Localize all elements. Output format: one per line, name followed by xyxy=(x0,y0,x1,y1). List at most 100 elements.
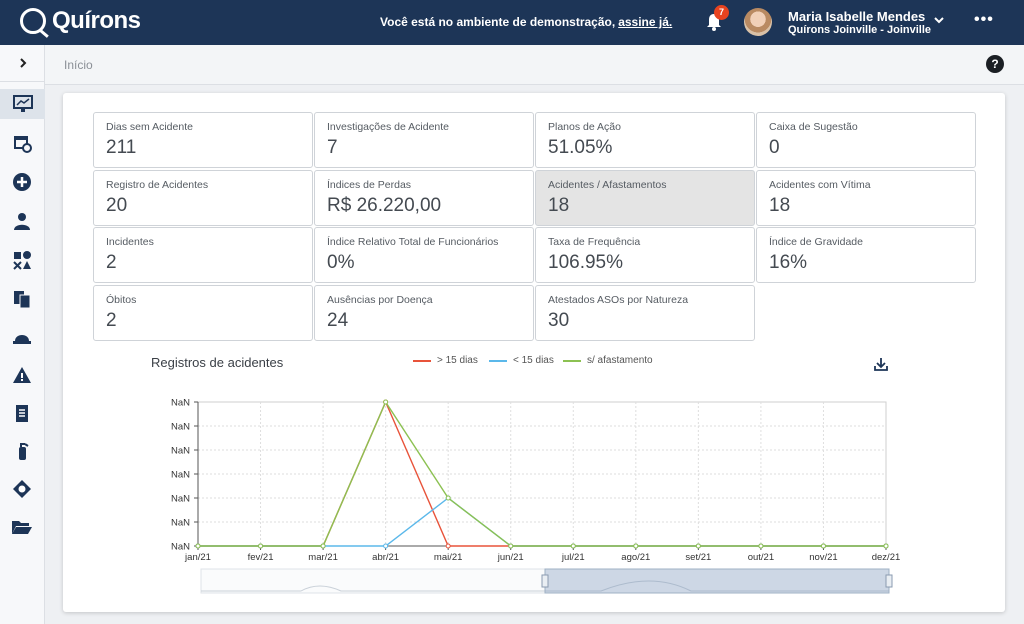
tile-taxa-de-frequencia[interactable]: Taxa de Frequência 106.95% xyxy=(535,227,755,283)
tile-atestados-asos[interactable]: Atestados ASOs por Natureza 30 xyxy=(535,285,755,341)
x-tick-label: jan/21 xyxy=(184,552,211,563)
tile-label: Índices de Perdas xyxy=(327,179,412,191)
x-tick-label: dez/21 xyxy=(872,552,901,563)
data-point[interactable] xyxy=(508,543,514,549)
tile-value: 2 xyxy=(106,252,117,273)
chevron-down-icon[interactable] xyxy=(932,13,946,27)
sidebar-item-warning[interactable] xyxy=(10,363,34,387)
y-tick-label: NaN xyxy=(171,542,190,553)
tile-indice-de-gravidade[interactable]: Índice de Gravidade 16% xyxy=(756,227,976,283)
tile-label: Óbitos xyxy=(106,294,137,306)
tile-acidentes-afastamentos[interactable]: Acidentes / Afastamentos 18 xyxy=(535,170,755,226)
tile-acidentes-com-vitima[interactable]: Acidentes com Vítima 18 xyxy=(756,170,976,226)
tile-value: 2 xyxy=(106,310,117,331)
tile-value: R$ 26.220,00 xyxy=(327,195,442,216)
sidebar-item-helmet[interactable] xyxy=(10,325,34,349)
tile-label: Ausências por Doença xyxy=(327,294,433,306)
tile-dias-sem-acidente[interactable]: Dias sem Acidente 211 xyxy=(93,112,313,168)
data-point[interactable] xyxy=(633,543,639,549)
warning-icon xyxy=(13,367,31,383)
data-point[interactable] xyxy=(383,543,389,549)
data-point[interactable] xyxy=(195,543,201,549)
data-point[interactable] xyxy=(883,543,889,549)
tile-label: Atestados ASOs por Natureza xyxy=(548,294,689,306)
sidebar-item-worker[interactable] xyxy=(10,477,34,501)
sidebar-item-dashboard[interactable] xyxy=(0,89,45,119)
tile-investigacoes[interactable]: Investigações de Acidente 7 xyxy=(314,112,534,168)
tile-label: Planos de Ação xyxy=(548,121,621,133)
clipboard-icon xyxy=(16,405,28,422)
data-point[interactable] xyxy=(445,543,451,549)
series-line xyxy=(198,400,886,547)
legend-swatch xyxy=(563,359,581,362)
sidebar-item-clipboard[interactable] xyxy=(10,401,34,425)
x-tick-label: abr/21 xyxy=(372,552,399,563)
sidebar-item-add[interactable] xyxy=(10,170,34,194)
x-tick-label: out/21 xyxy=(748,552,774,563)
help-icon[interactable]: ? xyxy=(986,55,1004,73)
sidebar-item-documents[interactable] xyxy=(10,287,34,311)
user-name[interactable]: Maria Isabelle Mendes xyxy=(788,9,926,24)
legend-swatch xyxy=(413,359,431,362)
legend-item-green[interactable]: s/ afastamento xyxy=(563,355,653,366)
legend-swatch xyxy=(489,359,507,362)
data-point[interactable] xyxy=(570,543,576,549)
zoom-handle[interactable] xyxy=(541,574,549,588)
tile-incidentes[interactable]: Incidentes 2 xyxy=(93,227,313,283)
data-point[interactable] xyxy=(758,543,764,549)
tile-value: 51.05% xyxy=(548,137,613,158)
legend-label: s/ afastamento xyxy=(587,355,653,366)
shapes-icon xyxy=(13,251,31,270)
tile-value: 20 xyxy=(106,195,128,216)
data-point[interactable] xyxy=(258,543,264,549)
worker-icon xyxy=(13,480,31,498)
tile-registro-de-acidentes[interactable]: Registro de Acidentes 20 xyxy=(93,170,313,226)
zoom-handle[interactable] xyxy=(885,574,893,588)
data-point[interactable] xyxy=(820,543,826,549)
avatar[interactable] xyxy=(744,8,772,36)
subscribe-link[interactable]: assine já. xyxy=(618,15,673,29)
tile-value: 0% xyxy=(327,252,355,273)
tile-obitos[interactable]: Óbitos 2 xyxy=(93,285,313,341)
calendar-clock-icon xyxy=(14,136,32,153)
tile-ausencias-por-doenca[interactable]: Ausências por Doença 24 xyxy=(314,285,534,341)
sidebar-item-shapes[interactable] xyxy=(10,248,34,272)
tile-indice-relativo[interactable]: Índice Relativo Total de Funcionários 0% xyxy=(314,227,534,283)
x-tick-label: jul/21 xyxy=(561,552,585,563)
sidebar-item-extinguisher[interactable] xyxy=(10,439,34,463)
legend-item-red[interactable]: > 15 dias xyxy=(413,355,478,366)
legend-item-blue[interactable]: < 15 dias xyxy=(489,355,554,366)
tile-label: Caixa de Sugestão xyxy=(769,121,858,133)
tile-indices-de-perdas[interactable]: Índices de Perdas R$ 26.220,00 xyxy=(314,170,534,226)
plus-circle-icon xyxy=(13,173,31,191)
tile-label: Investigações de Acidente xyxy=(327,121,450,133)
people-icon xyxy=(14,213,30,230)
dashboard-icon xyxy=(12,95,33,112)
app-logo[interactable]: Quírons xyxy=(20,7,141,35)
tile-planos-de-acao[interactable]: Planos de Ação 51.05% xyxy=(535,112,755,168)
top-bar: Quírons Você está no ambiente de demonst… xyxy=(0,0,1024,45)
zoom-window[interactable] xyxy=(544,568,890,594)
legend-label: > 15 dias xyxy=(437,355,478,366)
tile-caixa-de-sugestao[interactable]: Caixa de Sugestão 0 xyxy=(756,112,976,168)
sidebar-item-people[interactable] xyxy=(10,209,34,233)
sidebar-item-calendar[interactable] xyxy=(10,131,34,155)
data-point[interactable] xyxy=(320,543,326,549)
data-point[interactable] xyxy=(383,399,389,405)
user-org[interactable]: Quírons Joinville - Joinville xyxy=(788,24,932,36)
data-point[interactable] xyxy=(695,543,701,549)
breadcrumb-current[interactable]: Início xyxy=(64,58,93,72)
more-options-icon[interactable]: ••• xyxy=(974,11,994,28)
sidebar-item-folder[interactable] xyxy=(10,515,34,539)
y-tick-label: NaN xyxy=(171,518,190,529)
sidebar-toggle-button[interactable] xyxy=(0,45,45,82)
zoom-preview xyxy=(201,580,889,592)
dashboard-card: Dias sem Acidente 211 Investigações de A… xyxy=(63,93,1005,612)
tile-label: Índice Relativo Total de Funcionários xyxy=(327,236,499,248)
data-point[interactable] xyxy=(445,495,451,501)
download-icon[interactable] xyxy=(873,356,889,372)
y-tick-label: NaN xyxy=(171,470,190,481)
x-tick-label: nov/21 xyxy=(809,552,838,563)
fire-extinguisher-icon xyxy=(19,443,29,460)
